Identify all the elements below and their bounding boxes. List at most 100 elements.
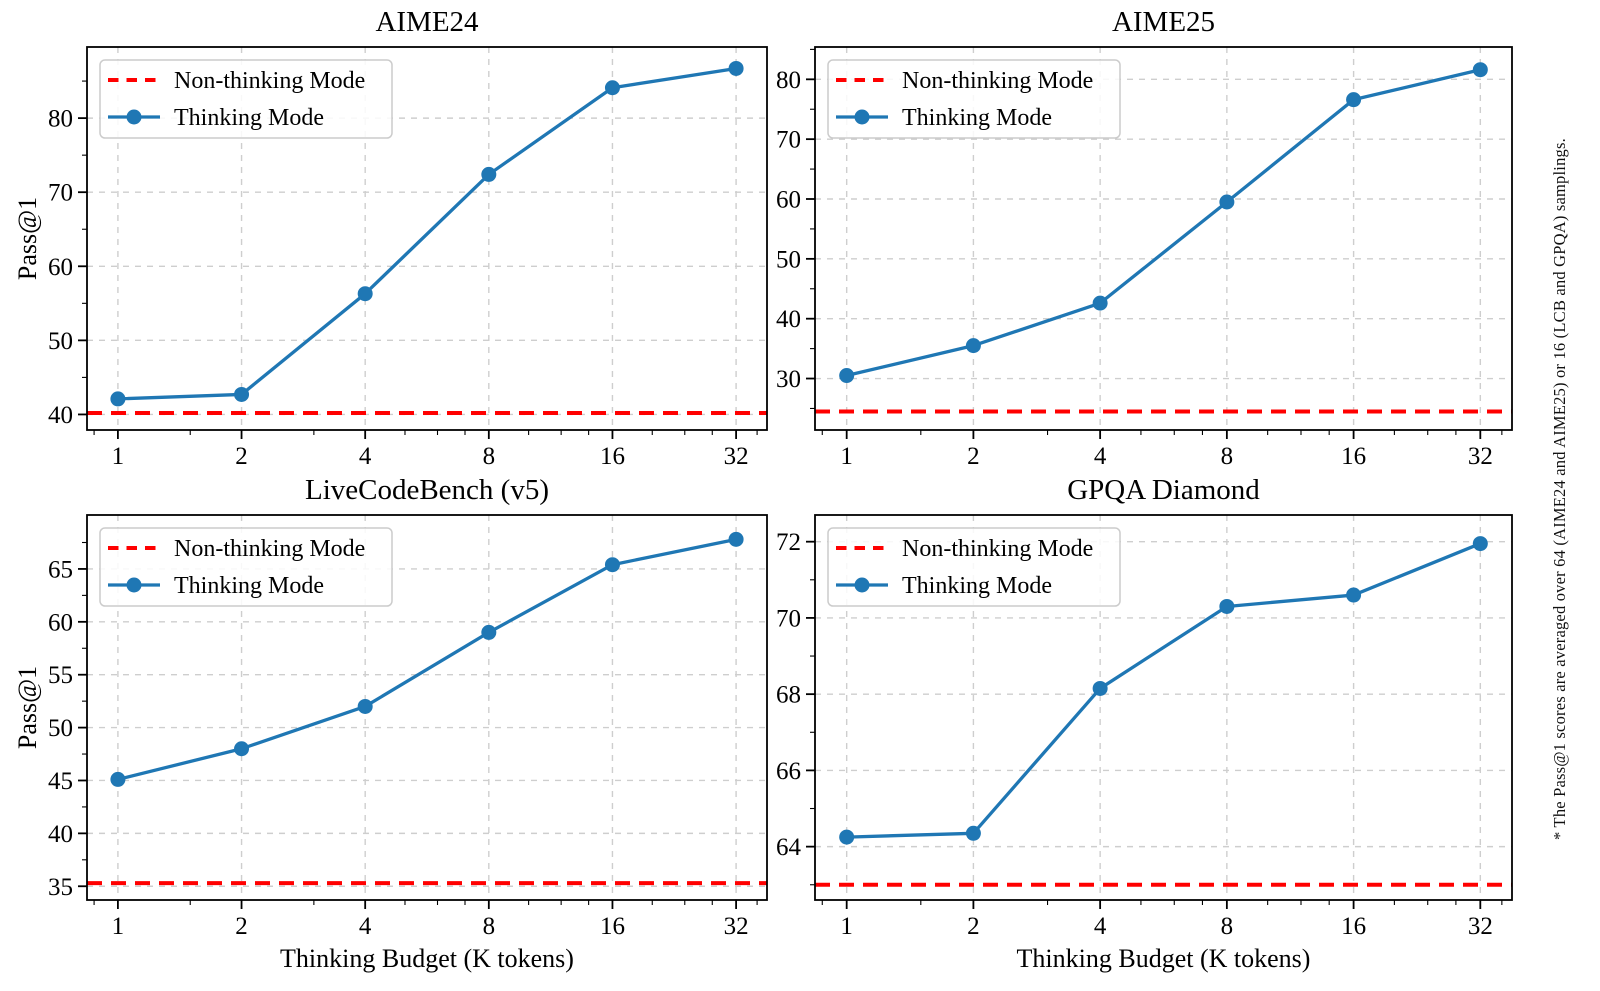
thinking-line (116, 537, 738, 782)
legend: Non-thinking Mode Thinking Mode (827, 59, 1121, 139)
thinking-marker (1092, 295, 1108, 311)
legend-box (827, 59, 1121, 139)
x-tick-label: 32 (1468, 913, 1493, 940)
chart-title: GPQA Diamond (1067, 474, 1260, 506)
y-tick-label: 50 (48, 715, 73, 742)
x-tick-label: 4 (359, 443, 372, 470)
thinking-marker (110, 391, 126, 407)
legend-label: Thinking Mode (174, 105, 324, 131)
chart-title: LiveCodeBench (v5) (305, 474, 549, 506)
thinking-marker (965, 338, 981, 354)
legend-label: Non-thinking Mode (902, 68, 1093, 94)
legend-label: Non-thinking Mode (174, 536, 365, 562)
thinking-marker (965, 825, 981, 841)
y-tick-label: 40 (48, 402, 73, 429)
thinking-marker (728, 60, 744, 76)
x-tick-label: 16 (1341, 443, 1366, 470)
y-tick-label: 70 (776, 605, 801, 632)
thinking-marker (481, 624, 497, 640)
x-tick-label: 4 (1094, 443, 1107, 470)
x-tick-label: 8 (1221, 913, 1234, 940)
legend: Non-thinking Mode Thinking Mode (99, 59, 393, 139)
ticks (806, 48, 1503, 439)
y-tick-label: 70 (48, 180, 73, 207)
axes-frame (86, 514, 768, 901)
legend-label: Non-thinking Mode (174, 68, 365, 94)
x-tick-label: 4 (1094, 913, 1107, 940)
x-tick-label: 1 (112, 443, 125, 470)
legend: Non-thinking Mode Thinking Mode (827, 527, 1121, 607)
y-tick-label: 64 (776, 834, 802, 861)
thinking-marker (839, 368, 855, 384)
y-tick-label: 65 (48, 556, 73, 583)
y-tick-label: 30 (776, 366, 801, 393)
chart-title: AIME25 (1112, 6, 1215, 38)
x-tick-label: 32 (724, 913, 749, 940)
thinking-marker (357, 698, 373, 714)
x-tick-label: 8 (483, 443, 496, 470)
thinking-marker (234, 386, 250, 402)
thinking-marker (1219, 598, 1235, 614)
thinking-marker (1472, 536, 1488, 552)
x-tick-label: 32 (1468, 443, 1493, 470)
axes-frame (814, 514, 1513, 901)
x-tick-label: 16 (600, 913, 625, 940)
chart-title: AIME24 (375, 6, 479, 38)
x-tick-label: 8 (1221, 443, 1234, 470)
y-tick-label: 68 (776, 682, 801, 709)
ticks (78, 80, 758, 439)
legend-label: Thinking Mode (174, 573, 324, 599)
thinking-line (845, 68, 1482, 378)
x-tick-label: 16 (1341, 913, 1366, 940)
x-tick-label: 1 (840, 913, 853, 940)
thinking-marker (604, 557, 620, 573)
legend-marker-sample (126, 109, 142, 125)
thinking-marker (234, 741, 250, 757)
thinking-marker (1346, 587, 1362, 603)
legend-box (99, 59, 393, 139)
side-note: * The Pass@1 scores are averaged over 64… (1550, 138, 1569, 840)
y-tick-label: 45 (48, 768, 73, 795)
x-tick-label: 2 (235, 443, 248, 470)
x-tick-label: 2 (967, 443, 980, 470)
y-tick-label: 35 (48, 874, 73, 901)
legend-marker-sample (854, 109, 870, 125)
y-axis-label: Pass@1 (13, 666, 42, 749)
thinking-marker (1472, 62, 1488, 78)
thinking-marker (1219, 194, 1235, 210)
x-axis-label: Thinking Budget (K tokens) (1017, 944, 1311, 973)
x-tick-label: 1 (112, 913, 125, 940)
y-tick-label: 40 (48, 821, 73, 848)
chart-gpqa-diamond: 1 2 4 8 16 32 64 66 68 70 72 GPQA Diamond Thinking B… (776, 474, 1513, 973)
y-tick-label: 60 (48, 609, 73, 636)
thinking-marker (110, 771, 126, 787)
y-tick-label: 72 (776, 529, 801, 556)
x-axis-label: Thinking Budget (K tokens) (280, 944, 574, 973)
legend-box (99, 527, 393, 607)
legend-marker-sample (126, 577, 142, 593)
y-tick-label: 55 (48, 662, 73, 689)
thinking-marker (604, 80, 620, 96)
y-tick-label: 60 (776, 187, 801, 214)
legend-marker-sample (854, 577, 870, 593)
legend: Non-thinking Mode Thinking Mode (99, 527, 393, 607)
thinking-marker (839, 829, 855, 845)
y-axis-label: Pass@1 (13, 197, 42, 280)
y-tick-label: 50 (48, 328, 73, 355)
ticks (78, 541, 758, 909)
legend-label: Thinking Mode (902, 573, 1052, 599)
legend-label: Non-thinking Mode (902, 536, 1093, 562)
thinking-marker (728, 531, 744, 547)
y-tick-label: 80 (48, 106, 73, 133)
ticks (806, 540, 1503, 909)
chart-aime25: 1 2 4 8 16 32 30 40 50 60 70 80 AIME25 Non-thinking M… (776, 6, 1513, 470)
chart-aime24: 1 2 4 8 16 32 40 50 60 70 80 AIME24 Pass@1 Non-thinki… (13, 6, 768, 470)
thinking-marker (1346, 92, 1362, 108)
legend-box (827, 527, 1121, 607)
x-tick-label: 8 (483, 913, 496, 940)
x-tick-label: 2 (235, 913, 248, 940)
x-tick-label: 32 (724, 443, 749, 470)
y-tick-label: 70 (776, 127, 801, 154)
